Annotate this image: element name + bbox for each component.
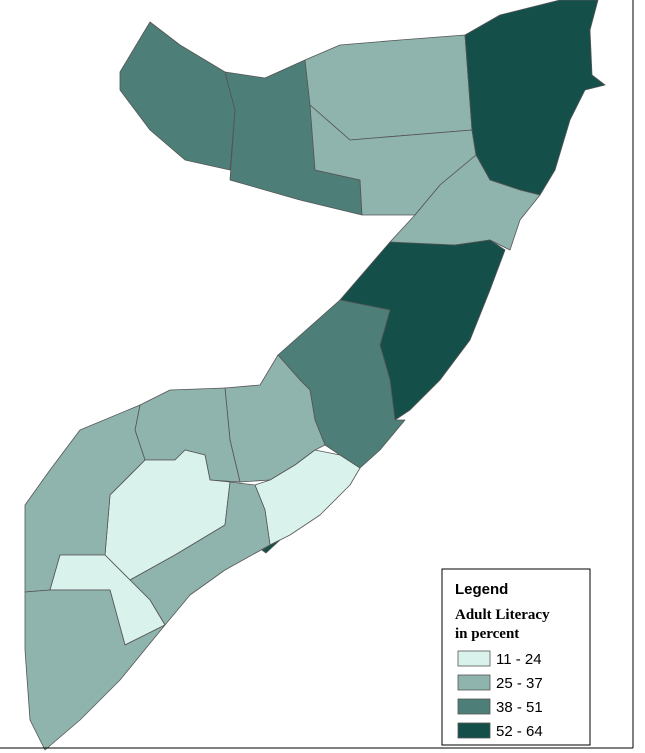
regions — [24, 0, 606, 751]
region — [261, 539, 281, 554]
legend: Legend Adult Literacy in percent 11 - 24… — [441, 568, 591, 746]
region — [464, 0, 606, 196]
legend-label: 25 - 37 — [496, 675, 543, 692]
legend-swatch — [457, 674, 491, 691]
region — [119, 21, 236, 171]
legend-title: Legend — [455, 581, 508, 598]
legend-subtitle: in percent — [455, 626, 519, 642]
legend-label: 38 - 51 — [496, 699, 543, 716]
legend-subtitle: Adult Literacy — [455, 607, 550, 623]
legend-label: 52 - 64 — [496, 723, 543, 740]
legend-swatch — [457, 698, 491, 715]
region — [24, 589, 166, 751]
legend-swatch — [457, 722, 491, 739]
legend-label: 11 - 24 — [496, 651, 542, 668]
legend-swatch — [457, 650, 491, 667]
